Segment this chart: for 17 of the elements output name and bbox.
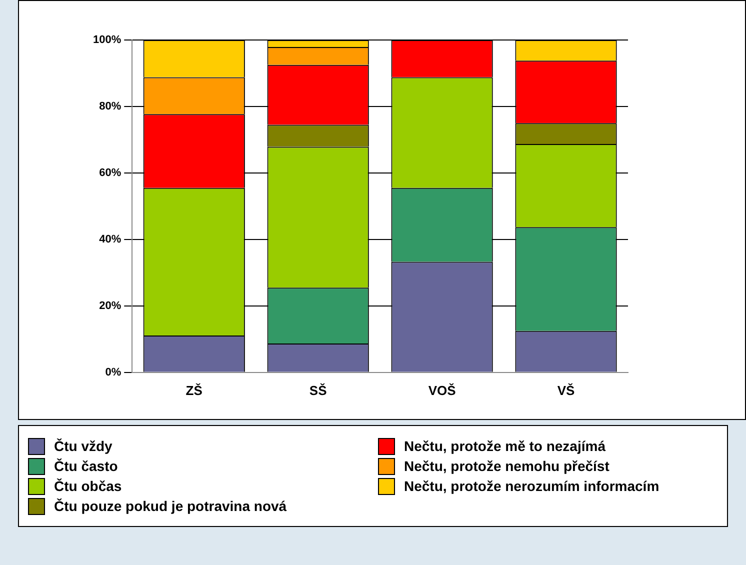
x-tick-label: ZŠ <box>186 382 203 398</box>
y-tick-label: 0% <box>105 366 122 378</box>
x-tick-label: SŠ <box>309 382 328 398</box>
legend-label: Nečtu, protože nerozumím informacím <box>404 478 660 494</box>
y-tick-label: 60% <box>99 166 122 179</box>
y-tick-label: 80% <box>99 100 122 113</box>
y-tick-label: 100% <box>92 34 122 46</box>
y-tick-label: 40% <box>99 233 122 246</box>
legend-label: Čtu občas <box>54 478 122 494</box>
legend-label: Čtu často <box>54 458 118 474</box>
legend-label: Čtu pouze pokud je potravina nová <box>54 498 287 514</box>
legend-label: Nečtu, protože nemohu přečíst <box>404 458 610 474</box>
legend-label: Nečtu, protože mě to nezajímá <box>404 438 606 454</box>
x-tick-label: VOŠ <box>428 382 456 398</box>
x-tick-label: VŠ <box>557 382 576 398</box>
y-tick-label: 20% <box>99 300 122 312</box>
legend-label: Čtu vždy <box>54 438 112 454</box>
